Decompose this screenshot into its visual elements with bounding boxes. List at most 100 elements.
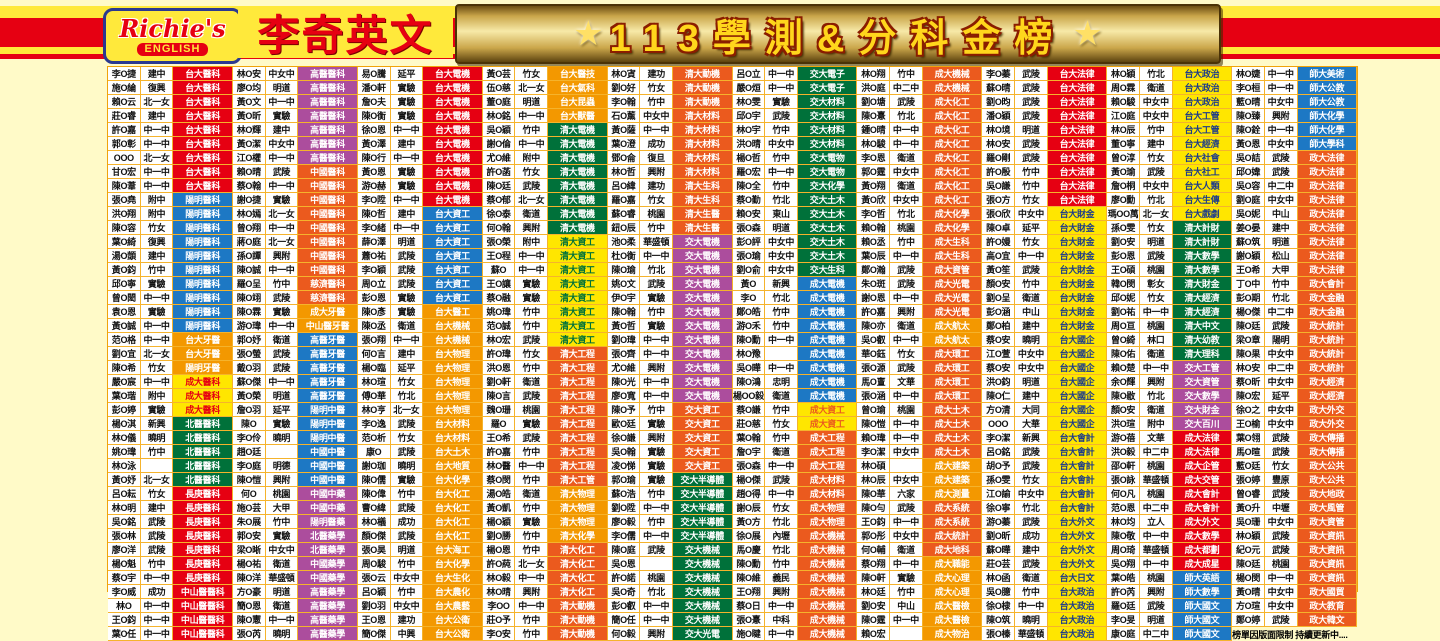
admission-dept: 台大財金 — [1047, 263, 1108, 277]
admission-dept: 高醫牙醫 — [298, 347, 358, 361]
admission-dept: 成大電機 — [797, 277, 858, 291]
student-record: 張O詠 華盛頓 成大交管 — [1107, 473, 1233, 487]
student-school: 竹中 — [515, 627, 549, 641]
student-record: 劉O俞 中女中 交大生科 — [732, 263, 858, 277]
student-school: 中一中 — [890, 557, 923, 571]
student-name: 賴O丞 — [857, 235, 891, 249]
student-name: 蔡O翰 — [232, 179, 266, 193]
student-name: 吳O容 — [1232, 179, 1265, 193]
admission-dept: 交大機械 — [673, 585, 733, 599]
student-school: 中女中 — [1264, 403, 1298, 417]
student-name: 蘇O晴 — [982, 81, 1016, 95]
admission-dept: 台大化工 — [423, 515, 483, 529]
student-record: 蔡O勤 竹北 交大土木 — [732, 193, 858, 207]
student-name: 林O均 — [1107, 515, 1140, 529]
student-name: 陳O軒 — [857, 571, 891, 585]
admission-dept: 交大半導體 — [673, 487, 733, 501]
admission-dept: 清大化學 — [548, 529, 608, 543]
student-record: 董O庭 明道 台大昆蟲 — [482, 95, 608, 109]
admission-dept: 台大電機 — [423, 67, 483, 81]
logo-script-text: Richie's — [119, 13, 226, 43]
student-record: 榜單因版面限制 持續更新中.... — [1232, 627, 1357, 641]
admission-dept: 台大資工 — [423, 263, 483, 277]
student-name: 薛O澤 — [357, 235, 391, 249]
student-name: 吳O妮 — [1232, 207, 1265, 221]
student-school: 竹中 — [1015, 179, 1048, 193]
student-name: 王O翔 — [732, 585, 766, 599]
student-name: 何O毅 — [607, 627, 641, 641]
student-school: 竹女 — [640, 81, 673, 95]
student-record: 方O清 大同 台大國企 — [982, 403, 1108, 417]
student-name: 徐O展 — [732, 529, 766, 543]
admission-dept: 台大醫科 — [173, 67, 233, 81]
admission-dept: 成大機械 — [922, 67, 983, 81]
admission-dept: 高醫醫科 — [298, 123, 358, 137]
admission-dept: 清大資工 — [548, 333, 608, 347]
student-name: 蘇O曄 — [982, 543, 1016, 557]
student-school: 中一中 — [765, 487, 798, 501]
student-name: 許O諾 — [607, 571, 641, 585]
student-school: 實驗 — [640, 417, 673, 431]
student-name: 劉O安 — [857, 599, 891, 613]
student-record: 林O駿 中一中 成大化工 — [857, 137, 983, 151]
student-record: 馬O暄 武陵 政大傳播 — [1232, 445, 1358, 459]
admission-dept: 台大化工 — [423, 487, 483, 501]
student-name: 鄭O柏 — [982, 319, 1016, 333]
student-record: 張O齊 中一中 交大電機 — [607, 347, 733, 361]
student-name: 董O庭 — [482, 95, 516, 109]
student-name: 莊O睿 — [108, 109, 141, 123]
student-name: 藍O晴 — [1232, 95, 1265, 109]
student-school: 豐原 — [1264, 473, 1298, 487]
student-name: 林O安 — [982, 137, 1016, 151]
admission-dept: 師大公教 — [1297, 95, 1358, 109]
student-record: 吳O奇 竹北 交大機械 — [607, 585, 733, 599]
student-record: 張O云 中女中 台大生化 — [357, 571, 483, 585]
student-school: 武陵 — [1264, 487, 1298, 501]
student-record: 王O鈞 中一中 成大系統 — [857, 515, 983, 529]
table-row: 葉O任 中一中 中山醫醫科 張O芮 曉明 高醫藥學 簡O傑 中興 台大公衛 李O安 竹中 清大動機 何O… — [108, 627, 1357, 641]
student-name: 林O嫣 — [232, 207, 266, 221]
student-name: 張O欣 — [982, 207, 1016, 221]
student-school: 武陵 — [1264, 543, 1298, 557]
student-record: 李O哲 竹北 成大化學 — [857, 207, 983, 221]
student-school: 武陵 — [390, 263, 424, 277]
student-school: 大華 — [1015, 417, 1048, 431]
admission-dept: 政大資管 — [1297, 515, 1358, 529]
admission-dept: 成大建築 — [922, 459, 983, 473]
student-name: 范O誠 — [482, 319, 516, 333]
student-record: 丁O中 竹中 政大會計 — [1232, 277, 1358, 291]
student-school: 中一中 — [140, 179, 174, 193]
student-name: 歐O廷 — [607, 417, 641, 431]
student-school: 中一中 — [390, 221, 424, 235]
admission-dept: 台大國企 — [1047, 347, 1108, 361]
table-row: 甘O宏 中一中 台大醫科 賴O晴 武陵 中國醫科 黃O恩 實驗 台大電機 許O菡 竹女 清大電機 林O哲… — [108, 165, 1358, 179]
admission-dept: 成大航太 — [922, 333, 983, 347]
student-name: 李O捷 — [108, 67, 141, 81]
student-record: 方O豪 明道 高醫藥學 — [232, 585, 358, 599]
student-record: 蔡O閔 竹中 清大工管 — [482, 473, 608, 487]
admission-dept: 成大外文 — [1172, 515, 1233, 529]
student-school: 大甲 — [265, 501, 299, 515]
student-record: 廖O毅 竹中 交大半導體 — [607, 515, 733, 529]
student-record: 王O希 大甲 政大法律 — [1232, 263, 1358, 277]
student-school: 竹女 — [640, 193, 673, 207]
student-name: 陳O勻 — [857, 501, 891, 515]
student-record: 王O恩 建功 台大公衛 — [357, 613, 483, 627]
table-row: 嚴O宸 中一中 成大醫科 蘇O傑 中一中 高醫牙醫 林O瑄 竹女 台大物理 劉O軒 衛道 清大工程 陳O… — [108, 375, 1358, 389]
student-name: 李O威 — [108, 585, 141, 599]
student-school: 中一中 — [1139, 529, 1173, 543]
admission-dept: 政大風管 — [1297, 501, 1358, 515]
student-name: 邱O媁 — [1232, 165, 1265, 179]
admission-dept: 清大工程 — [548, 445, 608, 459]
student-name: 黃O薩 — [607, 123, 641, 137]
admission-dept: 高醫醫科 — [298, 81, 358, 95]
student-record: 許O嘉 中一中 台大醫科 — [108, 123, 233, 137]
admission-dept: 台大醫科 — [173, 123, 233, 137]
student-record: 林O安 中二中 政大統計 — [1232, 361, 1358, 375]
student-record: 吳O恩 交大機械 — [607, 557, 733, 571]
student-school: 中女中 — [1139, 179, 1173, 193]
admission-dept: 政大資訊 — [1297, 557, 1358, 571]
student-record: 林O碩 成大建築 — [857, 459, 983, 473]
student-record: 吳O臆 竹中 台大政治 — [982, 585, 1108, 599]
student-record: 許O瑋 竹女 清大工程 — [482, 347, 608, 361]
